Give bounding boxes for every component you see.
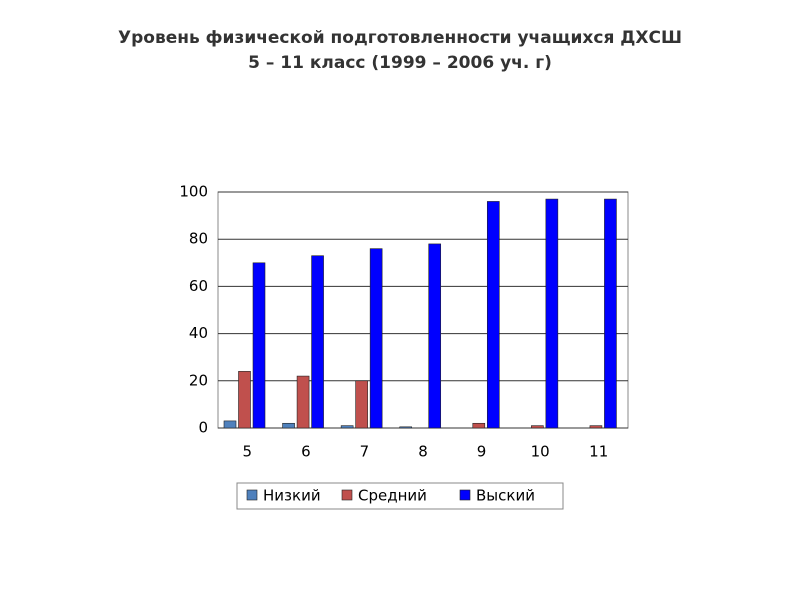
bar — [589, 425, 603, 429]
x-tick-label: 9 — [477, 443, 487, 461]
bar — [531, 425, 544, 429]
bar — [369, 248, 383, 429]
legend-label: Низкий — [263, 487, 321, 505]
x-tick-label: 5 — [243, 443, 253, 461]
chart-subtitle: 5 – 11 класс (1999 – 2006 уч. г) — [248, 53, 552, 73]
x-tick-label: 8 — [418, 443, 428, 461]
y-tick-label: 80 — [189, 230, 208, 248]
y-tick-label: 100 — [179, 183, 208, 201]
y-tick-label: 0 — [198, 419, 208, 437]
bar — [355, 380, 368, 429]
plot-area — [217, 191, 629, 429]
bar — [296, 375, 310, 429]
y-tick-label: 60 — [189, 277, 208, 295]
bar — [399, 426, 413, 429]
y-tick-label: 20 — [189, 371, 208, 389]
x-tick-label: 10 — [531, 443, 550, 461]
bar — [223, 420, 237, 429]
chart-title: Уровень физической подготовленности учащ… — [118, 28, 682, 48]
bar — [340, 425, 354, 429]
bar — [311, 255, 324, 429]
bar — [238, 371, 251, 429]
x-tick-label: 6 — [301, 443, 311, 461]
bar — [472, 422, 486, 429]
legend-swatch — [246, 489, 258, 501]
bar — [486, 201, 500, 429]
bar — [428, 243, 442, 429]
legend-label: Выский — [476, 487, 535, 505]
bar — [545, 198, 559, 429]
legend-swatch — [341, 489, 353, 501]
legend-swatch — [459, 489, 471, 501]
bar — [252, 262, 266, 429]
x-tick-label: 7 — [360, 443, 370, 461]
legend-label: Средний — [358, 487, 427, 505]
bar — [604, 198, 617, 429]
legend-box — [236, 482, 564, 510]
y-tick-label: 40 — [189, 324, 208, 342]
x-tick-label: 11 — [589, 443, 608, 461]
bar — [282, 422, 295, 429]
